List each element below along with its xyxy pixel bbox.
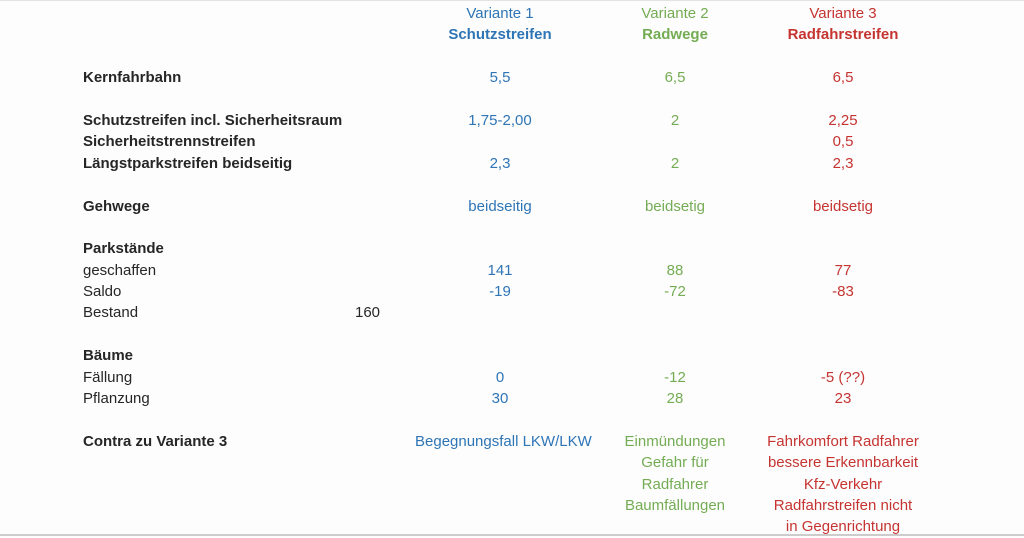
spacer: [0, 46, 1024, 67]
header-radfahrstreifen: Radfahrstreifen: [787, 26, 899, 44]
header-variante-1: Variante 1: [466, 5, 534, 22]
spacer: [0, 217, 1024, 238]
contra-v2-list: Einmündungen Gefahr für Radfahrer Baumfä…: [585, 431, 765, 517]
table-row-sicherheitstrennstreifen: Sicherheitstrennstreifen 0,5: [0, 131, 1024, 152]
header-schutzstreifen: Schutzstreifen: [448, 26, 552, 44]
value-v2: 28: [666, 390, 684, 408]
contra-v3-line: in Gegenrichtung: [785, 518, 901, 536]
row-label: Bestand: [83, 304, 139, 322]
value-v3: 77: [834, 261, 852, 279]
contra-v2-line: Radfahrer: [641, 475, 709, 493]
value-v1: -19: [489, 283, 511, 301]
value-v2: 6,5: [664, 69, 686, 87]
spacer: [0, 324, 1024, 345]
header-variante-2: Variante 2: [641, 5, 709, 22]
value-v1: beidseitig: [468, 197, 532, 215]
row-label: Pflanzung: [83, 390, 150, 408]
header-radwege: Radwege: [642, 26, 708, 44]
spacer: [0, 174, 1024, 195]
contra-v1: Begegnungsfall LKW/LKW: [415, 432, 592, 450]
row-label: Saldo: [83, 283, 122, 301]
table-row-parkstaende: Parkstände: [0, 238, 1024, 259]
spacer: [0, 89, 1024, 110]
value-v1: 0: [495, 368, 505, 386]
table-row-bestand: Bestand 160: [0, 302, 1024, 323]
value-v1: 141: [487, 261, 513, 279]
table-row-contra: Contra zu Variante 3 Begegnungsfall LKW/…: [0, 431, 1024, 538]
row-label: geschaffen: [83, 261, 157, 279]
table-row-pflanzung: Pflanzung 30 28 23: [0, 388, 1024, 409]
row-label: Fällung: [83, 368, 133, 386]
row-label: Sicherheitstrennstreifen: [83, 133, 256, 151]
header-row-names: Schutzstreifen Radwege Radfahrstreifen: [0, 24, 1024, 45]
table-row-baeume: Bäume: [0, 345, 1024, 366]
value-v1: 5,5: [489, 69, 511, 87]
value-v3: beidsetig: [812, 197, 874, 215]
contra-v2-line: Gefahr für: [641, 454, 709, 472]
table-row-laengstparkstreifen: Längstparkstreifen beidseitig 2,3 2 2,3: [0, 153, 1024, 174]
value-v2: 2: [670, 111, 680, 129]
row-label: Parkstände: [83, 240, 164, 258]
table-row-kernfahrbahn: Kernfahrbahn 5,5 6,5 6,5: [0, 67, 1024, 88]
header-row-variants: Variante 1 Variante 2 Variante 3: [0, 3, 1024, 24]
value-v2: -72: [664, 283, 686, 301]
contra-v2-line: Baumfällungen: [624, 496, 726, 514]
table-row-faellung: Fällung 0 -12 -5 (??): [0, 367, 1024, 388]
row-label: Contra zu Variante 3: [83, 432, 228, 450]
value-v1: 2,3: [489, 154, 511, 172]
contra-v3-line: Radfahrstreifen nicht: [773, 496, 913, 514]
value-v2: 88: [666, 261, 684, 279]
value-v3: -83: [832, 283, 854, 301]
table-row-gehwege: Gehwege beidseitig beidsetig beidsetig: [0, 196, 1024, 217]
value-v3: 2,3: [832, 154, 854, 172]
value-v1: 1,75-2,00: [468, 111, 532, 129]
table-row-geschaffen: geschaffen 141 88 77: [0, 260, 1024, 281]
value-v2: beidsetig: [644, 197, 706, 215]
value-v3: 0,5: [832, 133, 854, 151]
header-variante-3: Variante 3: [809, 5, 877, 22]
spacer: [0, 409, 1024, 430]
table-row-schutzstreifen: Schutzstreifen incl. Sicherheitsraum 1,7…: [0, 110, 1024, 131]
bottom-edge-line: [0, 534, 1024, 536]
contra-v3-line: bessere Erkennbarkeit: [767, 454, 919, 472]
contra-v3-line: Fahrkomfort Radfahrer: [767, 432, 919, 450]
value-v3: 2,25: [828, 111, 858, 129]
contra-v3-line: Kfz-Verkehr: [803, 475, 883, 493]
value-v3: -5 (??): [820, 368, 866, 386]
contra-v3-list: Fahrkomfort Radfahrer bessere Erkennbark…: [765, 431, 921, 538]
row-label: Gehwege: [83, 197, 150, 215]
row-label: Kernfahrbahn: [83, 69, 182, 87]
table-row-saldo: Saldo -19 -72 -83: [0, 281, 1024, 302]
contra-v2-line: Einmündungen: [624, 432, 726, 450]
value-v3: 6,5: [832, 69, 854, 87]
value-v2: -12: [664, 368, 686, 386]
value-v3: 23: [834, 390, 852, 408]
value-v2: 2: [670, 154, 680, 172]
bestand-value: 160: [355, 304, 381, 322]
row-label: Schutzstreifen incl. Sicherheitsraum: [83, 111, 343, 129]
row-label: Bäume: [83, 347, 134, 365]
value-v1: 30: [491, 390, 509, 408]
row-label: Längstparkstreifen beidseitig: [83, 154, 293, 172]
